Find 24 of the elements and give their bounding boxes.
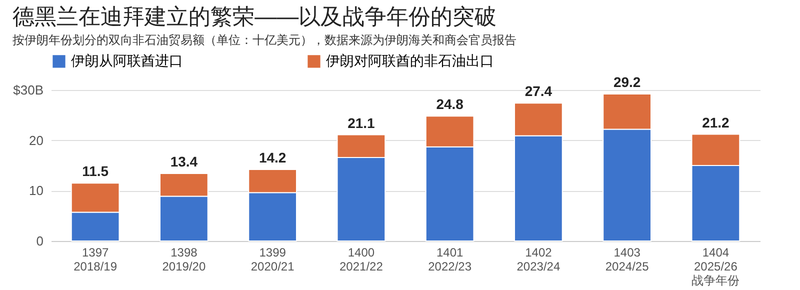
chart-subtitle: 按伊朗年份划分的双向非石油贸易额（单位：十亿美元），数据来源为伊朗海关和商会官员报告	[12, 33, 517, 47]
chart-title: 德黑兰在迪拜建立的繁荣——以及战争年份的突破	[12, 4, 497, 29]
total-label: 11.5	[82, 163, 109, 180]
x-tick-label: 1401 2022/23	[428, 246, 472, 274]
x-tick-label: 1398 2019/20	[162, 246, 206, 274]
y-tick-label: $30B	[13, 82, 44, 98]
y-tick-label: 20	[29, 132, 44, 148]
legend-label: 伊朗对阿联酋的非石油出口	[326, 52, 494, 68]
legend-label: 伊朗从阿联酋进口	[71, 52, 183, 68]
y-tick-label: 0	[36, 234, 44, 248]
total-label: 13.4	[170, 154, 198, 170]
x-tick-label: 1400 2021/22	[339, 246, 384, 274]
total-label: 24.8	[436, 96, 464, 112]
x-tick-label: 1404 2025/26 战争年份	[692, 246, 740, 288]
total-label: 21.1	[348, 114, 376, 131]
total-label: 14.2	[258, 150, 286, 166]
total-label: 21.2	[702, 114, 730, 130]
x-tick-label: 1402 2023/24	[516, 246, 560, 274]
total-label: 29.2	[613, 74, 641, 90]
y-tick-label: 10	[29, 183, 44, 198]
x-tick-label: 1403 2024/25	[605, 246, 650, 274]
total-label: 27.4	[524, 83, 552, 100]
x-tick-label: 1397 2018/19	[74, 246, 118, 274]
x-tick-label: 1399 2020/21	[250, 246, 295, 274]
